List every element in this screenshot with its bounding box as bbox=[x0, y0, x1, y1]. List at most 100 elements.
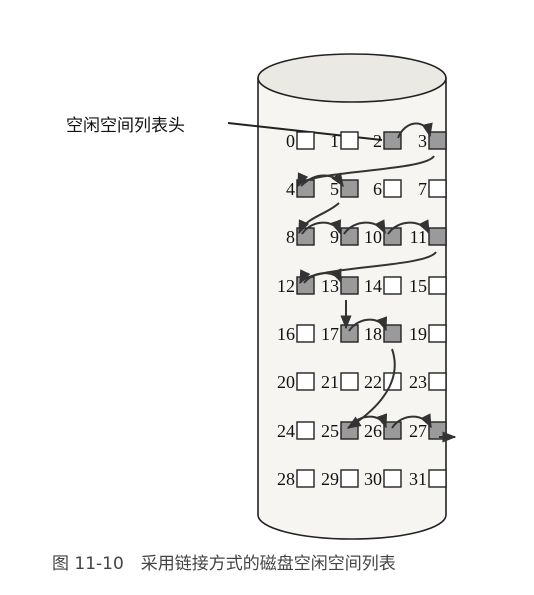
block-14: 14 bbox=[364, 276, 402, 296]
free-list-links bbox=[297, 122, 457, 443]
allocated-block-square bbox=[340, 469, 359, 488]
link-11-12 bbox=[299, 251, 437, 285]
block-number: 12 bbox=[277, 276, 295, 296]
block-21: 21 bbox=[321, 372, 359, 392]
link-5-8 bbox=[298, 202, 340, 235]
cylinder-top bbox=[257, 53, 447, 103]
block-number: 27 bbox=[409, 421, 427, 441]
block-number: 25 bbox=[321, 421, 339, 441]
block-number: 31 bbox=[409, 469, 427, 489]
block-number: 29 bbox=[321, 469, 339, 489]
free-block-square bbox=[383, 227, 402, 246]
block-4: 4 bbox=[286, 179, 315, 199]
block-number: 21 bbox=[321, 372, 339, 392]
free-list-head-label: 空闲空间列表头 bbox=[66, 116, 185, 136]
block-11: 11 bbox=[410, 227, 447, 247]
block-number: 4 bbox=[286, 179, 295, 199]
free-block-square bbox=[340, 324, 359, 343]
free-block-square bbox=[340, 227, 359, 246]
block-5: 5 bbox=[330, 179, 359, 199]
block-number: 10 bbox=[364, 227, 382, 247]
block-number: 20 bbox=[277, 372, 295, 392]
block-number: 15 bbox=[409, 276, 427, 296]
free-block-square bbox=[428, 421, 447, 440]
free-block-square bbox=[428, 227, 447, 246]
allocated-block-square bbox=[296, 324, 315, 343]
block-28: 28 bbox=[277, 469, 315, 489]
block-7: 7 bbox=[418, 179, 447, 199]
block-number: 6 bbox=[373, 179, 382, 199]
block-number: 13 bbox=[321, 276, 339, 296]
link-2-3 bbox=[397, 122, 433, 139]
block-number: 8 bbox=[286, 227, 295, 247]
free-block-square bbox=[383, 421, 402, 440]
block-31: 31 bbox=[409, 469, 447, 489]
block-number: 7 bbox=[418, 179, 427, 199]
block-number: 28 bbox=[277, 469, 295, 489]
block-29: 29 bbox=[321, 469, 359, 489]
block-16: 16 bbox=[277, 324, 315, 344]
block-number: 22 bbox=[364, 372, 382, 392]
link-9-10 bbox=[343, 219, 386, 235]
free-block-square bbox=[340, 421, 359, 440]
block-number: 2 bbox=[373, 131, 382, 151]
block-number: 14 bbox=[364, 276, 382, 296]
link-4-5 bbox=[300, 172, 344, 188]
block-3: 3 bbox=[418, 131, 447, 151]
block-number: 18 bbox=[364, 324, 382, 344]
block-0: 0 bbox=[286, 131, 315, 151]
block-number: 1 bbox=[330, 131, 339, 151]
free-block-square bbox=[383, 131, 402, 150]
allocated-block-square bbox=[296, 421, 315, 440]
block-1: 1 bbox=[330, 131, 359, 151]
figure-caption: 图 11-10 采用链接方式的磁盘空闲空间列表 bbox=[52, 554, 396, 574]
block-30: 30 bbox=[364, 469, 402, 489]
block-20: 20 bbox=[277, 372, 315, 392]
allocated-block-square bbox=[428, 179, 447, 198]
block-24: 24 bbox=[277, 421, 315, 441]
link-8-9 bbox=[301, 219, 342, 235]
free-block-square bbox=[340, 276, 359, 295]
block-number: 17 bbox=[321, 324, 339, 344]
allocated-block-square bbox=[296, 372, 315, 391]
link-26-27 bbox=[391, 413, 432, 429]
free-block-square bbox=[428, 131, 447, 150]
block-15: 15 bbox=[409, 276, 447, 296]
allocated-block-square bbox=[428, 276, 447, 295]
block-number: 30 bbox=[364, 469, 382, 489]
free-block-square bbox=[383, 324, 402, 343]
block-number: 9 bbox=[330, 227, 339, 247]
allocated-block-square bbox=[340, 372, 359, 391]
allocated-block-square bbox=[340, 131, 359, 150]
allocated-block-square bbox=[428, 372, 447, 391]
allocated-block-square bbox=[383, 179, 402, 198]
block-2: 2 bbox=[373, 131, 402, 151]
free-block-square bbox=[296, 276, 315, 295]
allocated-block-square bbox=[428, 324, 447, 343]
allocated-block-square bbox=[296, 131, 315, 150]
block-number: 24 bbox=[277, 421, 295, 441]
block-number: 5 bbox=[330, 179, 339, 199]
block-9: 9 bbox=[330, 227, 359, 247]
block-number: 0 bbox=[286, 131, 295, 151]
block-19: 19 bbox=[409, 324, 447, 344]
block-number: 16 bbox=[277, 324, 295, 344]
block-6: 6 bbox=[373, 179, 402, 199]
block-number: 3 bbox=[418, 131, 427, 151]
block-number: 11 bbox=[410, 227, 427, 247]
link-25-26 bbox=[348, 413, 388, 429]
link-10-11 bbox=[387, 219, 430, 235]
disk-cylinder bbox=[257, 53, 447, 540]
link-17-18 bbox=[348, 316, 388, 332]
link-12-13 bbox=[303, 268, 342, 284]
allocated-block-square bbox=[383, 469, 402, 488]
block-number: 19 bbox=[409, 324, 427, 344]
allocated-block-square bbox=[296, 469, 315, 488]
allocated-block-square bbox=[383, 276, 402, 295]
block-number: 26 bbox=[364, 421, 382, 441]
block-23: 23 bbox=[409, 372, 447, 392]
free-block-square bbox=[340, 179, 359, 198]
allocated-block-square bbox=[428, 469, 447, 488]
